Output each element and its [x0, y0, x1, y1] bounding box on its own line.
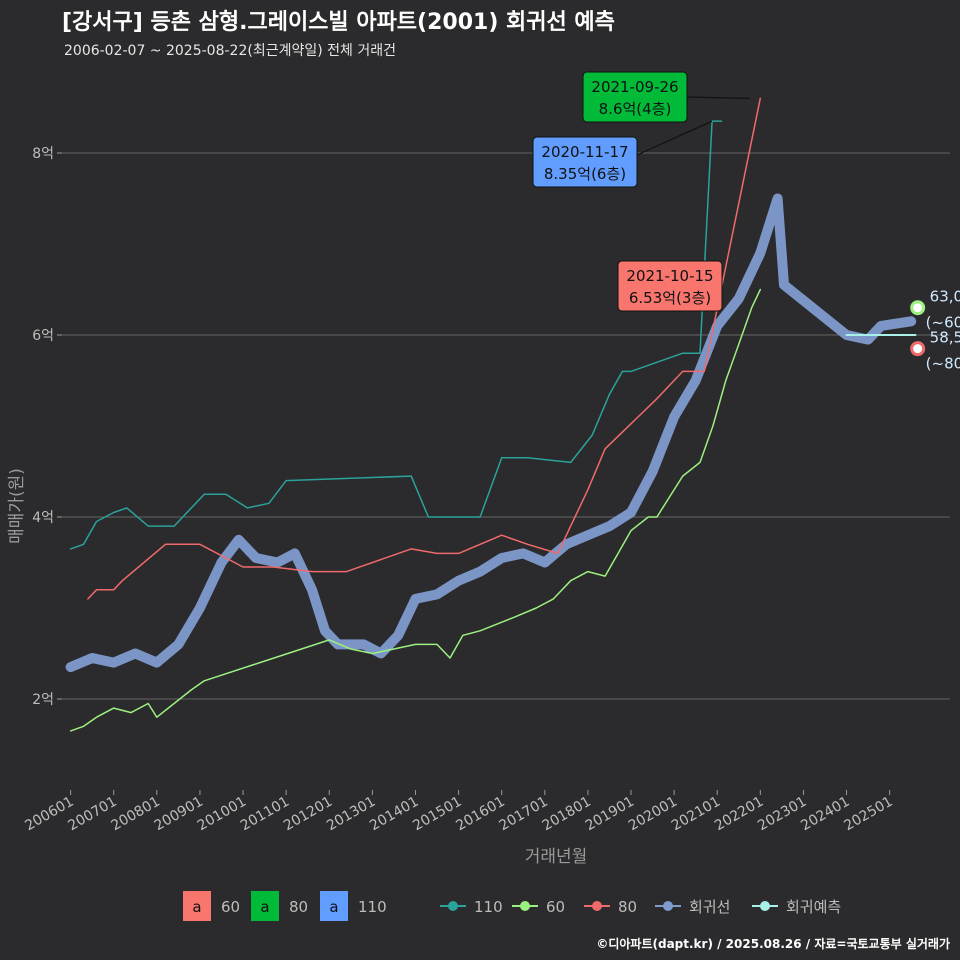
x-tick-label: 201201	[281, 794, 335, 835]
legend-area-label: 80	[289, 898, 308, 916]
annotation-box	[532, 136, 638, 188]
x-axis-title: 거래년월	[525, 847, 588, 867]
x-tick-label: 200601	[22, 794, 76, 835]
legend-line-label: 회귀예측	[786, 898, 841, 916]
end-point-area-label: (~60㎡)	[926, 314, 960, 332]
legend-area-swatch	[183, 891, 211, 921]
annotation-date: 2020-11-17	[541, 143, 628, 161]
annotation-date: 2021-10-15	[626, 267, 713, 285]
annotation-leader	[686, 96, 750, 99]
x-tick-label: 202301	[755, 794, 809, 835]
series-line-s80	[87, 97, 762, 600]
legend-area-glyph: a	[192, 898, 201, 916]
x-tick-label: 201301	[324, 794, 378, 835]
legend-line-marker	[448, 901, 458, 911]
legend-line-marker	[592, 901, 602, 911]
annotation-price: 8.35억(6층)	[544, 165, 626, 183]
x-tick-label: 201801	[540, 794, 594, 835]
annotation-leader	[636, 120, 713, 156]
chart-footer: ©디아파트(dapt.kr) / 2025.08.26 / 자료=국토교통부 실…	[596, 937, 950, 951]
legend-area-label: 60	[221, 898, 240, 916]
chart-title: [강서구] 등촌 삼형.그레이스빌 아파트(2001) 회귀선 예측	[62, 10, 615, 35]
annotation-price: 8.6억(4층)	[599, 100, 672, 118]
x-tick-label: 202201	[712, 794, 766, 835]
annotation-date: 2021-09-26	[591, 78, 678, 96]
legend-area-glyph: a	[260, 898, 269, 916]
legend-line-label: 회귀선	[689, 898, 730, 916]
y-tick-label: 8억	[32, 146, 54, 162]
legend-area-label: 110	[358, 898, 387, 916]
x-tick-label: 200701	[65, 794, 119, 835]
end-point-marker	[910, 341, 926, 357]
y-tick-label: 6억	[32, 328, 54, 344]
x-tick-label: 200801	[109, 794, 163, 835]
x-tick-label: 202001	[626, 794, 680, 835]
chart-subtitle: 2006-02-07 ~ 2025-08-22(최근계약일) 전체 거래건	[64, 43, 396, 59]
legend-area-glyph: a	[329, 898, 338, 916]
legend-line-marker	[760, 901, 770, 911]
legend-line-marker	[520, 901, 530, 911]
x-tick-label: 202501	[841, 794, 895, 835]
legend-line-label: 60	[546, 898, 565, 916]
legend-area-swatch	[251, 891, 279, 921]
annotation-price: 6.53억(3층)	[629, 289, 711, 307]
x-tick-label: 202101	[669, 794, 723, 835]
legend-line-marker	[663, 901, 673, 911]
end-point-value-label: 63,000	[930, 288, 960, 306]
end-point-area-label: (~80㎡)	[926, 355, 960, 373]
series-line-s60	[69, 288, 762, 732]
annotation-box	[582, 71, 688, 123]
y-axis-title: 매매가(원)	[7, 468, 27, 544]
x-tick-label: 201501	[410, 794, 464, 835]
end-point-value-label: 58,500	[930, 329, 960, 347]
x-tick-label: 201901	[583, 794, 637, 835]
annotation-box	[617, 260, 723, 312]
x-tick-label: 201701	[497, 794, 551, 835]
legend-line-label: 80	[618, 898, 637, 916]
x-tick-label: 200901	[152, 794, 206, 835]
y-tick-label: 2억	[32, 692, 54, 708]
end-point-marker	[910, 300, 926, 316]
y-tick-label: 4억	[32, 510, 54, 526]
x-tick-label: 202401	[798, 794, 852, 835]
x-tick-label: 201401	[367, 794, 421, 835]
legend-area-swatch	[320, 891, 348, 921]
series-line-s110	[69, 120, 723, 550]
x-tick-label: 201101	[238, 794, 292, 835]
x-tick-label: 201001	[195, 794, 249, 835]
legend-line-label: 110	[474, 898, 503, 916]
series-line-regression	[65, 193, 917, 673]
x-tick-label: 201601	[453, 794, 507, 835]
